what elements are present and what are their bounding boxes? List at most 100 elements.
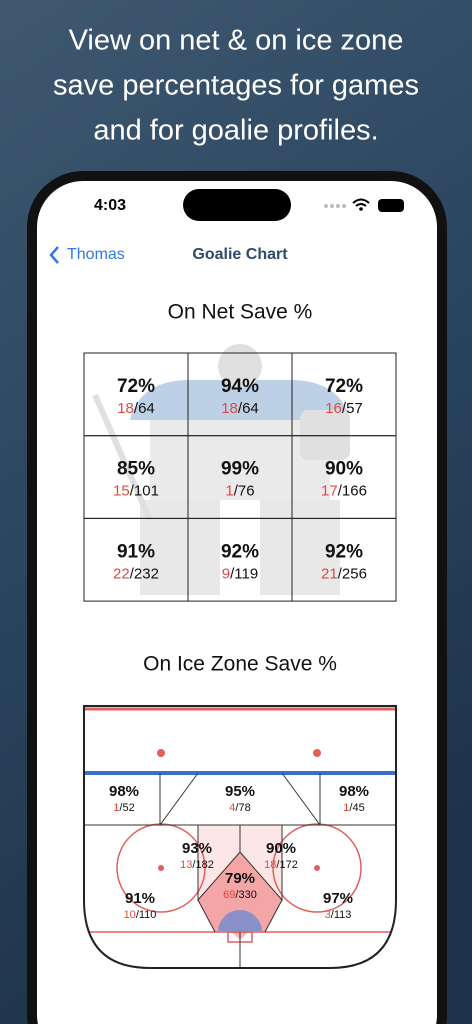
goals: 22 xyxy=(113,565,130,582)
save-percent: 90% xyxy=(266,840,296,857)
goals-shots: 10/110 xyxy=(124,909,157,921)
shots: 57 xyxy=(346,400,363,417)
separator: / xyxy=(130,483,135,500)
shots: 52 xyxy=(122,802,134,814)
goals-shots: 3/113 xyxy=(325,909,352,921)
rink xyxy=(84,706,396,968)
goals: 10 xyxy=(124,909,136,921)
separator: / xyxy=(134,400,139,417)
promo-line: and for goalie profiles. xyxy=(93,115,378,147)
promo-line: View on net & on ice zone xyxy=(69,25,404,57)
wifi-icon xyxy=(359,207,363,211)
goals: 18 xyxy=(221,400,238,417)
goals: 9 xyxy=(222,565,230,582)
shots: 330 xyxy=(238,889,256,901)
save-percent: 91% xyxy=(125,890,155,907)
shots: 101 xyxy=(134,483,159,500)
back-button[interactable]: Thomas xyxy=(67,246,125,263)
save-percent: 95% xyxy=(225,783,255,800)
separator: / xyxy=(338,483,343,500)
shots: 119 xyxy=(234,565,258,582)
save-percent: 72% xyxy=(117,376,155,397)
separator: / xyxy=(338,565,343,582)
save-percent: 90% xyxy=(325,459,363,480)
shots: 232 xyxy=(134,565,159,582)
battery-icon xyxy=(378,199,404,212)
promo-line: save percentages for games xyxy=(53,70,419,102)
dynamic-island xyxy=(183,189,291,221)
shots: 172 xyxy=(279,859,297,871)
shots: 256 xyxy=(342,565,367,582)
goals-shots: 1/52 xyxy=(113,802,134,814)
goals: 69 xyxy=(223,889,235,901)
goals-shots: 18/172 xyxy=(264,859,298,871)
net-grid: 72%18/6494%18/6472%16/5785%15/10199%1/76… xyxy=(83,352,397,602)
goals: 17 xyxy=(321,483,338,500)
goals: 4 xyxy=(229,802,235,814)
save-percent: 72% xyxy=(325,376,363,397)
goals-shots: 22/232 xyxy=(113,565,159,582)
goals: 13 xyxy=(180,859,192,871)
goals: 15 xyxy=(113,483,130,500)
separator: / xyxy=(238,400,243,417)
separator: / xyxy=(276,859,280,871)
goals-shots: 18/64 xyxy=(221,400,259,417)
goals-shots: 13/182 xyxy=(180,859,214,871)
save-percent: 85% xyxy=(117,459,155,480)
section-title: On Ice Zone Save % xyxy=(143,653,337,676)
shots: 182 xyxy=(195,859,213,871)
net-cell xyxy=(291,517,397,602)
separator: / xyxy=(235,802,239,814)
shots: 113 xyxy=(334,909,352,921)
signal-icon xyxy=(324,204,346,208)
shots: 64 xyxy=(242,400,259,417)
shots: 76 xyxy=(238,483,255,500)
goals-shots: 4/78 xyxy=(229,802,250,814)
shots: 64 xyxy=(138,400,155,417)
goals: 1 xyxy=(343,802,349,814)
separator: / xyxy=(230,565,235,582)
separator: / xyxy=(192,859,196,871)
save-percent: 79% xyxy=(225,870,255,887)
goals: 3 xyxy=(325,909,331,921)
goals: 16 xyxy=(325,400,342,417)
status-time: 4:03 xyxy=(94,197,126,214)
save-percent: 97% xyxy=(323,890,353,907)
goals: 21 xyxy=(321,565,338,582)
ice-zones: 98%1/5295%4/7898%1/4593%13/18290%18/1729… xyxy=(109,783,369,921)
goalie-silhouette xyxy=(92,344,350,595)
separator: / xyxy=(331,909,335,921)
shots: 110 xyxy=(139,909,157,921)
save-percent: 91% xyxy=(117,541,155,562)
goals-shots: 21/256 xyxy=(321,565,367,582)
goals-shots: 15/101 xyxy=(113,483,159,500)
goals: 1 xyxy=(113,802,119,814)
goals: 18 xyxy=(117,400,134,417)
section-title: On Net Save % xyxy=(168,301,313,324)
save-percent: 98% xyxy=(339,783,369,800)
goals-shots: 16/57 xyxy=(325,400,363,417)
save-percent: 93% xyxy=(182,840,212,857)
separator: / xyxy=(136,909,140,921)
back-chevron[interactable] xyxy=(49,246,59,264)
separator: / xyxy=(235,889,239,901)
rink-border xyxy=(83,705,397,969)
save-percent: 94% xyxy=(221,376,259,397)
wifi-icon xyxy=(352,198,370,207)
goals-shots: 9/119 xyxy=(222,565,258,582)
save-percent: 98% xyxy=(109,783,139,800)
separator: / xyxy=(130,565,135,582)
separator: / xyxy=(234,483,239,500)
goals: 18 xyxy=(264,859,276,871)
shots: 45 xyxy=(352,802,364,814)
separator: / xyxy=(119,802,123,814)
goals-shots: 1/45 xyxy=(343,802,364,814)
shots: 78 xyxy=(238,802,250,814)
goals-shots: 1/76 xyxy=(225,483,254,500)
save-percent: 92% xyxy=(325,541,363,562)
shots: 166 xyxy=(342,483,367,500)
save-percent: 99% xyxy=(221,459,259,480)
goals: 1 xyxy=(225,483,233,500)
goals-shots: 17/166 xyxy=(321,483,367,500)
